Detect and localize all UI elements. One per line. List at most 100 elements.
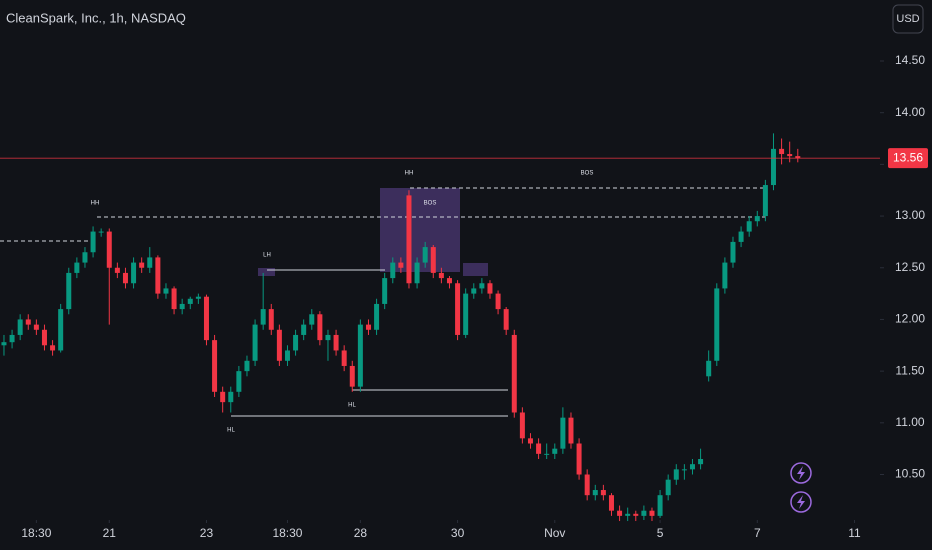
- candle-body: [50, 345, 56, 351]
- candle-body: [600, 490, 606, 496]
- candle-body: [268, 309, 274, 330]
- candle-body: [139, 262, 145, 268]
- candle-body: [276, 329, 282, 361]
- candle-body: [90, 231, 96, 253]
- candle-body: [349, 365, 355, 387]
- candle-body: [479, 283, 485, 289]
- candle-body: [552, 448, 558, 454]
- candle-body: [795, 156, 801, 159]
- candle-body: [17, 319, 23, 335]
- annotation: BOS: [581, 171, 594, 177]
- y-tick-label: 12.50: [895, 260, 925, 274]
- candle-body: [779, 148, 785, 155]
- candle-body: [114, 267, 120, 273]
- candle-body: [430, 247, 436, 273]
- currency-button[interactable]: [892, 4, 924, 34]
- candle-body: [171, 288, 177, 310]
- candle-body: [633, 513, 639, 516]
- candle-body: [9, 334, 15, 343]
- candle-body: [738, 231, 744, 242]
- candle-body: [74, 262, 80, 273]
- candle-body: [228, 391, 234, 403]
- x-tick-label: 7: [754, 526, 761, 540]
- x-tick-label: 18:30: [272, 526, 302, 540]
- candle-body: [787, 154, 793, 157]
- candle-body: [455, 283, 461, 335]
- candle-body: [414, 262, 420, 284]
- x-tick-label: 18:30: [21, 526, 51, 540]
- candle-body: [511, 334, 517, 413]
- candle-body: [762, 185, 768, 217]
- candle-body: [495, 293, 501, 310]
- y-tick-label: 13.00: [895, 208, 925, 222]
- candle-body: [487, 283, 493, 294]
- y-tick-label: 11.00: [895, 415, 924, 429]
- candle-body: [82, 252, 88, 263]
- alert-icon[interactable]: [790, 491, 812, 513]
- candle-body: [301, 324, 307, 335]
- candle-body: [463, 293, 469, 335]
- candle-body: [527, 438, 533, 444]
- annotation: HL: [348, 403, 356, 409]
- candle-body: [333, 334, 339, 351]
- annotation: HH: [91, 201, 100, 207]
- candle-body: [673, 469, 679, 480]
- candle-body: [665, 479, 671, 496]
- last-price-label: 13.56: [893, 150, 923, 164]
- candle-body: [122, 272, 128, 284]
- candle-body: [722, 262, 728, 289]
- plot-area: [1, 133, 801, 522]
- candle-body: [252, 324, 258, 361]
- candle-body: [446, 278, 452, 284]
- candle-body: [155, 257, 161, 294]
- candle-body: [714, 288, 720, 361]
- candle-body: [220, 391, 226, 403]
- annotation: HH: [405, 171, 414, 177]
- candle-body: [617, 510, 623, 516]
- x-tick-label: Nov: [544, 526, 565, 540]
- annotation: LH: [263, 253, 271, 259]
- candle-body: [689, 464, 695, 470]
- candle-body: [33, 324, 39, 330]
- candle-body: [754, 216, 760, 222]
- x-tick-label: 23: [200, 526, 214, 540]
- candle-body: [195, 296, 201, 299]
- candle-body: [657, 495, 663, 516]
- candle-body: [325, 334, 331, 341]
- candle-body: [131, 262, 137, 284]
- zone-box: [463, 263, 488, 276]
- candle-body: [503, 309, 509, 330]
- candle-body: [284, 350, 290, 361]
- candle-body: [698, 459, 704, 465]
- candle-body: [293, 334, 299, 351]
- candle-body: [471, 288, 477, 294]
- candle-body: [608, 495, 614, 511]
- y-tick-label: 12.00: [895, 312, 925, 326]
- last-price-box: [888, 148, 928, 169]
- candle-body: [66, 272, 72, 310]
- candle-body: [422, 247, 428, 263]
- candle-body: [179, 303, 185, 310]
- candle-body: [390, 262, 396, 279]
- y-tick-label: 14.00: [895, 105, 925, 119]
- candle-body: [544, 453, 550, 455]
- candle-body: [576, 443, 582, 475]
- currency-label[interactable]: USD: [896, 13, 919, 25]
- candle-body: [730, 241, 736, 263]
- candle-body: [106, 231, 112, 268]
- candle-body: [187, 298, 193, 304]
- y-tick-label: 14.50: [895, 53, 925, 67]
- candle-body: [536, 443, 542, 454]
- alert-icon[interactable]: [790, 462, 812, 484]
- candle-body: [560, 417, 566, 449]
- candle-body: [706, 360, 712, 377]
- x-tick-label: 28: [354, 526, 368, 540]
- candle-body: [649, 510, 655, 516]
- candle-body: [641, 510, 647, 516]
- annotation: HL: [227, 428, 235, 434]
- candle-body: [374, 303, 380, 330]
- x-tick-label: 11: [848, 526, 861, 540]
- candle-body: [584, 474, 590, 496]
